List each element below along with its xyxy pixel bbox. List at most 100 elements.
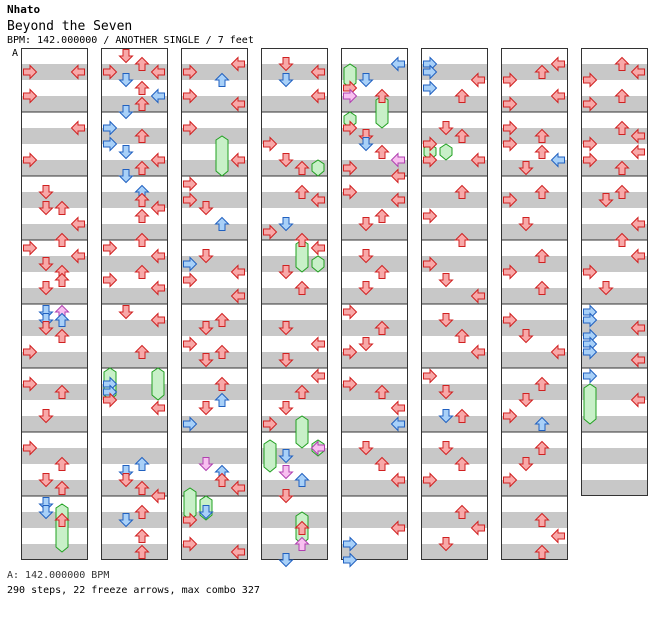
beat-stripe — [101, 192, 168, 208]
beat-stripe — [261, 256, 328, 272]
arrow-left-icon — [343, 536, 358, 552]
beat-stripe — [421, 352, 488, 368]
arrow-right-icon — [150, 152, 165, 168]
arrow-down-icon — [278, 321, 294, 336]
arrow-left-icon — [583, 368, 598, 384]
beat-stripe — [581, 416, 648, 432]
arrow-right-icon — [150, 64, 165, 80]
arrow-up-icon — [454, 408, 470, 423]
beat-stripe — [421, 512, 488, 528]
beat-stripe — [181, 512, 248, 528]
column-border — [101, 48, 168, 560]
arrow-right-icon — [630, 216, 645, 232]
beat-stripe — [421, 128, 488, 144]
freeze-arrow — [151, 367, 165, 401]
arrow-down-icon — [118, 73, 134, 88]
beat-stripe — [421, 224, 488, 240]
arrow-up-icon — [214, 376, 230, 391]
arrow-right-icon — [310, 240, 325, 256]
column-border — [421, 48, 488, 560]
arrow-right-icon — [470, 344, 485, 360]
beat-stripe — [101, 384, 168, 400]
arrow-right-icon — [310, 440, 325, 456]
arrow-left-icon — [103, 392, 118, 408]
arrow-right-icon — [390, 192, 405, 208]
arrow-down-icon — [118, 473, 134, 488]
arrow-down-icon — [438, 441, 454, 456]
arrow-left-icon — [23, 240, 38, 256]
arrow-left-icon — [183, 272, 198, 288]
arrow-left-icon — [183, 512, 198, 528]
beat-stripe — [421, 256, 488, 272]
arrow-left-icon — [23, 64, 38, 80]
beat-stripe — [581, 448, 648, 464]
arrow-right-icon — [630, 392, 645, 408]
beat-stripe — [101, 544, 168, 560]
arrow-up-icon — [134, 264, 150, 279]
arrow-down-icon — [358, 137, 374, 152]
beat-stripe — [501, 96, 568, 112]
arrow-left-icon — [183, 416, 198, 432]
arrow-left-icon — [423, 208, 438, 224]
beat-stripe — [21, 192, 88, 208]
beat-stripe — [261, 224, 328, 240]
arrow-up-icon — [134, 480, 150, 495]
beat-stripe — [581, 192, 648, 208]
beat-stripe — [261, 64, 328, 80]
arrow-left-icon — [423, 368, 438, 384]
beat-stripe — [341, 352, 408, 368]
beat-stripe — [501, 64, 568, 80]
beat-stripe — [261, 96, 328, 112]
arrow-left-icon — [423, 472, 438, 488]
beat-stripe — [261, 192, 328, 208]
arrow-down-icon — [198, 353, 214, 368]
arrow-left-icon — [263, 416, 278, 432]
arrow-down-icon — [278, 153, 294, 168]
arrow-up-icon — [54, 200, 70, 215]
arrow-right-icon — [70, 64, 85, 80]
arrow-down-icon — [438, 409, 454, 424]
arrow-up-icon — [454, 232, 470, 247]
freeze-arrow — [439, 143, 453, 161]
beat-stripe — [181, 384, 248, 400]
arrow-left-icon — [103, 136, 118, 152]
beat-stripe — [261, 160, 328, 176]
arrow-down-icon — [278, 57, 294, 72]
arrow-up-icon — [214, 392, 230, 407]
arrow-right-icon — [390, 56, 405, 72]
arrow-down-icon — [38, 257, 54, 272]
arrow-up-icon — [374, 208, 390, 223]
freeze-arrow — [215, 135, 229, 177]
arrow-up-icon — [134, 160, 150, 175]
beat-stripe — [181, 544, 248, 560]
chart-column — [581, 48, 648, 496]
arrow-right-icon — [470, 520, 485, 536]
beat-stripe — [501, 544, 568, 560]
beat-stripe — [501, 416, 568, 432]
arrow-up-icon — [534, 544, 550, 559]
arrow-left-icon — [503, 472, 518, 488]
arrow-right-icon — [310, 192, 325, 208]
beat-stripe — [261, 352, 328, 368]
arrow-up-icon — [214, 216, 230, 231]
column-border — [261, 48, 328, 560]
arrow-down-icon — [118, 145, 134, 160]
arrow-right-icon — [470, 152, 485, 168]
beat-stripe — [21, 384, 88, 400]
beat-stripe — [501, 192, 568, 208]
beat-stripe — [501, 480, 568, 496]
arrow-up-icon — [54, 328, 70, 343]
arrow-left-icon — [183, 536, 198, 552]
arrow-left-icon — [103, 64, 118, 80]
arrow-left-icon — [423, 80, 438, 96]
arrow-up-icon — [134, 56, 150, 71]
arrow-left-icon — [583, 96, 598, 112]
beat-stripe — [21, 96, 88, 112]
arrow-up-icon — [374, 144, 390, 159]
arrow-up-icon — [54, 512, 70, 527]
arrow-down-icon — [38, 185, 54, 200]
arrow-right-icon — [390, 520, 405, 536]
beat-stripe — [501, 448, 568, 464]
arrow-up-icon — [214, 72, 230, 87]
arrow-down-icon — [38, 505, 54, 520]
